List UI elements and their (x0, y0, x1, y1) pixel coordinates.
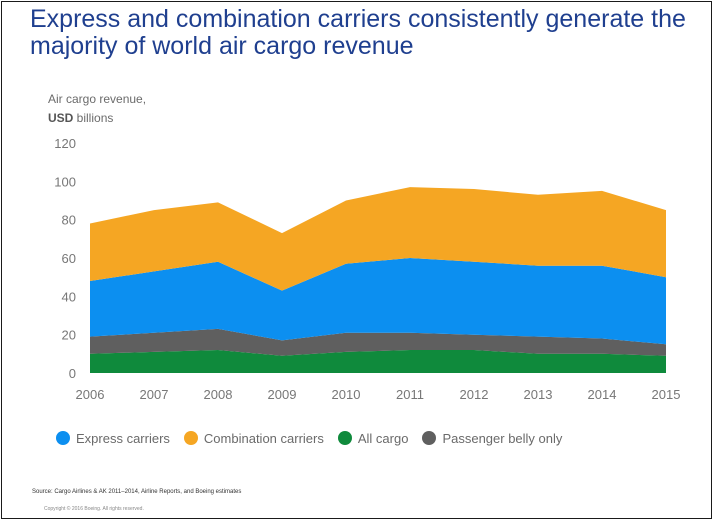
legend-item: All cargo (337, 430, 409, 446)
area-all-cargo (90, 350, 666, 373)
area-combination-carriers (90, 187, 666, 291)
y-axis-unit-sublabel: USD billions (48, 111, 113, 125)
y-tick-label: 60 (62, 251, 76, 266)
unit-currency: USD (48, 111, 74, 125)
x-tick-label: 2007 (140, 387, 169, 402)
circle-icon (56, 431, 70, 445)
circle-icon (422, 431, 437, 445)
legend-label: All cargo (357, 430, 409, 446)
legend-label: Passenger belly only (442, 430, 563, 446)
y-tick-label: 40 (62, 289, 76, 304)
chart-legend: Express carriers Combination carriers All … (56, 426, 576, 450)
legend-item: Passenger belly only (422, 431, 562, 446)
copyright-note: Copyright © 2016 Boeing. All rights rese… (44, 506, 144, 512)
circle-icon (337, 431, 352, 445)
y-tick-label: 0 (69, 366, 76, 381)
y-tick-label: 100 (54, 174, 76, 189)
circle-icon (183, 431, 198, 445)
legend-label: Combination carriers (203, 430, 324, 446)
legend-item: Combination carriers (183, 430, 324, 446)
x-tick-label: 2014 (588, 387, 617, 402)
x-tick-label: 2011 (396, 387, 424, 402)
legend-item: Express carriers (56, 431, 170, 446)
x-tick-label: 2006 (76, 387, 105, 402)
area-passenger-belly-only (90, 328, 666, 356)
legend-label: Express carriers (76, 430, 170, 446)
chart-title: Express and combination carriers consist… (30, 5, 686, 60)
unit-scale: billions (73, 111, 114, 125)
y-tick-label: 80 (62, 213, 76, 228)
x-tick-label: 2008 (204, 387, 233, 402)
x-tick-label: 2009 (268, 387, 297, 402)
x-tick-label: 2010 (332, 387, 361, 402)
x-tick-label: 2015 (652, 387, 681, 402)
y-tick-label: 120 (54, 136, 76, 151)
x-tick-label: 2012 (460, 387, 489, 402)
area-express-carriers (90, 258, 666, 345)
y-tick-label: 20 (62, 328, 76, 343)
source-note: Source: Cargo Airlines & AK 2011–2014, A… (32, 489, 242, 495)
x-tick-label: 2013 (524, 387, 553, 402)
y-axis-unit-label: Air cargo revenue, (48, 92, 147, 106)
